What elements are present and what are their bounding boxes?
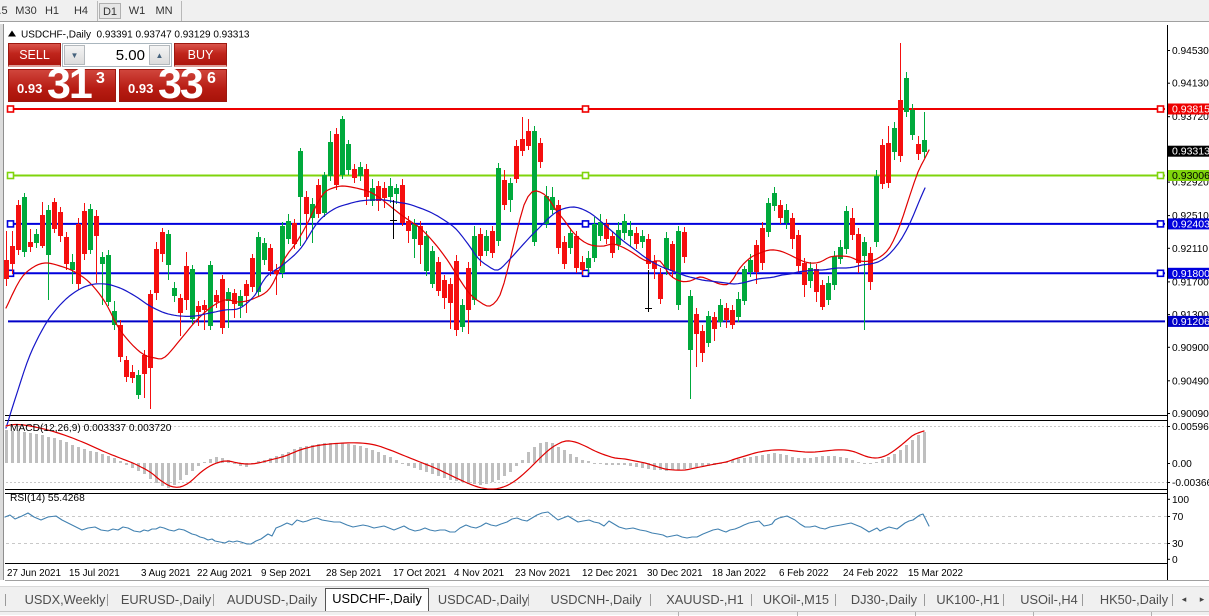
svg-text:0.94130: 0.94130 <box>1172 79 1209 90</box>
svg-text:RSI(14) 55.4268: RSI(14) 55.4268 <box>10 493 85 504</box>
svg-text:0.91206: 0.91206 <box>1172 316 1209 328</box>
svg-text:0.90900: 0.90900 <box>1172 343 1209 354</box>
svg-text:0.91300: 0.91300 <box>1172 310 1209 321</box>
svg-text:70: 70 <box>1172 512 1184 523</box>
svg-text:28 Sep 2021: 28 Sep 2021 <box>326 568 382 579</box>
svg-text:23 Nov 2021: 23 Nov 2021 <box>515 568 571 579</box>
svg-text:0.93720: 0.93720 <box>1172 112 1209 123</box>
svg-text:9 Sep 2021: 9 Sep 2021 <box>261 568 311 579</box>
svg-text:0.93815: 0.93815 <box>1172 104 1209 116</box>
svg-text:0.93006: 0.93006 <box>1172 170 1209 182</box>
svg-text:30 Dec 2021: 30 Dec 2021 <box>647 568 703 579</box>
svg-text:0.93313: 0.93313 <box>1172 146 1209 158</box>
svg-text:MACD(12,26,9) 0.003337 0.00372: MACD(12,26,9) 0.003337 0.003720 <box>10 423 172 434</box>
svg-text:0.90490: 0.90490 <box>1172 376 1209 387</box>
svg-text:-0.003664: -0.003664 <box>1172 478 1209 489</box>
svg-text:22 Aug 2021: 22 Aug 2021 <box>197 568 252 579</box>
svg-text:0: 0 <box>1172 555 1178 566</box>
svg-text:0.90090: 0.90090 <box>1172 409 1209 420</box>
svg-text:3 Aug 2021: 3 Aug 2021 <box>141 568 191 579</box>
svg-text:15 Mar 2022: 15 Mar 2022 <box>908 568 963 579</box>
svg-text:30: 30 <box>1172 539 1184 550</box>
svg-text:12 Dec 2021: 12 Dec 2021 <box>582 568 638 579</box>
svg-text:24 Feb 2022: 24 Feb 2022 <box>843 568 898 579</box>
svg-text:6 Feb 2022: 6 Feb 2022 <box>779 568 829 579</box>
svg-text:0.92510: 0.92510 <box>1172 211 1209 222</box>
svg-text:0.005963: 0.005963 <box>1172 422 1209 433</box>
svg-text:0.92403: 0.92403 <box>1172 218 1209 230</box>
svg-text:100: 100 <box>1172 495 1189 506</box>
svg-text:4 Nov 2021: 4 Nov 2021 <box>454 568 504 579</box>
svg-text:0.92110: 0.92110 <box>1172 244 1208 255</box>
svg-text:18 Jan 2022: 18 Jan 2022 <box>712 568 766 579</box>
svg-text:0.91800: 0.91800 <box>1172 268 1209 280</box>
svg-text:17 Oct 2021: 17 Oct 2021 <box>393 568 446 579</box>
svg-text:15 Jul 2021: 15 Jul 2021 <box>69 568 120 579</box>
svg-text:0.92920: 0.92920 <box>1172 178 1209 189</box>
svg-text:0.94530: 0.94530 <box>1172 46 1209 57</box>
svg-text:27 Jun 2021: 27 Jun 2021 <box>7 568 61 579</box>
svg-text:USDCHF-,Daily 0.93391 0.93747: USDCHF-,Daily 0.93391 0.93747 0.93129 0.… <box>21 30 250 41</box>
svg-text:0.00: 0.00 <box>1172 459 1192 470</box>
svg-text:0.91700: 0.91700 <box>1172 277 1209 288</box>
